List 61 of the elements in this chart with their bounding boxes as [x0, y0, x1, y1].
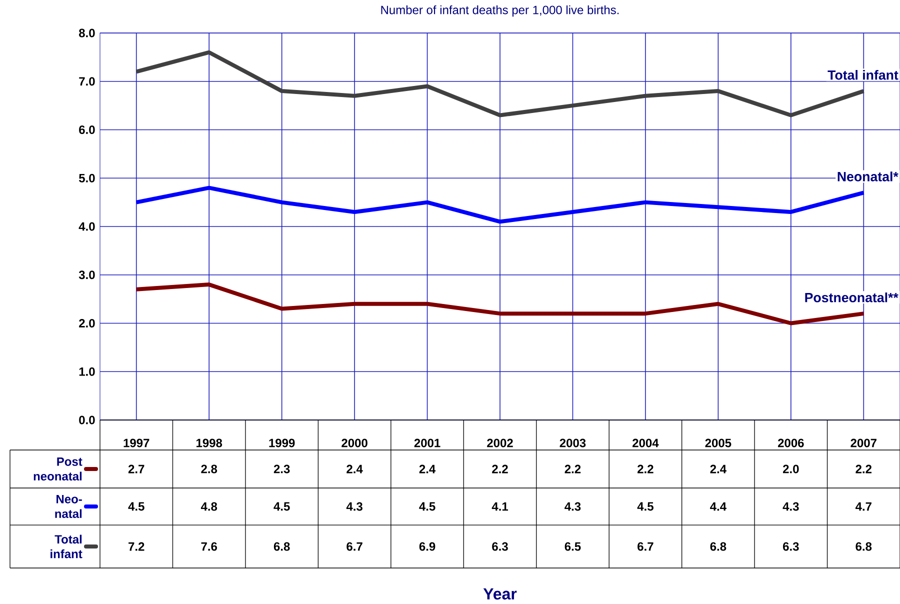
data-label: 6.9 [419, 542, 436, 551]
data-label: 4.5 [128, 502, 144, 511]
data-label: 4.8 [200, 502, 218, 511]
y-tick-label: 2.0 [79, 318, 95, 328]
series-label: Total infant [828, 70, 898, 80]
x-tick-label: 2007 [850, 438, 876, 448]
data-label: 2.4 [346, 464, 363, 474]
y-tick-label: 7.0 [79, 77, 95, 86]
data-label: 4.1 [492, 502, 508, 511]
x-tick-label: 2000 [342, 438, 368, 448]
data-label: 2.0 [782, 464, 799, 474]
data-label: 4.5 [637, 502, 654, 511]
series-label: Neonatal* [838, 172, 898, 182]
data-label: 2.2 [492, 464, 508, 474]
data-label: 2.4 [710, 464, 726, 474]
x-tick-label: 2005 [705, 438, 732, 448]
data-label: 4.7 [855, 502, 872, 511]
data-label: 6.7 [346, 542, 362, 551]
data-label: 4.3 [346, 502, 362, 511]
data-label: 6.5 [564, 542, 581, 551]
data-label: 6.3 [783, 542, 799, 551]
data-label: 2.4 [419, 464, 436, 474]
x-tick-label: 2004 [632, 438, 659, 448]
x-tick-label: 1997 [124, 438, 150, 448]
x-tick-label: 2002 [487, 438, 513, 448]
data-label: 2.8 [201, 464, 218, 474]
y-tick-label: 6.0 [79, 125, 95, 134]
data-label: 2.3 [274, 464, 290, 474]
y-tick-label: 8.0 [78, 28, 95, 38]
data-label: 6.8 [710, 542, 726, 551]
x-tick-label: 1998 [196, 438, 222, 448]
x-tick-label: 2003 [560, 438, 586, 448]
data-label: 2.2 [564, 464, 581, 474]
text: Neo- natal [55, 494, 82, 518]
data-label: 6.8 [856, 542, 872, 551]
text: Total infant [50, 534, 82, 558]
chart-title: Number of infant deaths per 1,000 live births. [381, 5, 619, 17]
data-label: 4.3 [782, 502, 799, 511]
data-label: 6.8 [274, 542, 290, 551]
series-label: Postneonatal** [805, 292, 898, 302]
data-label: 7.2 [128, 542, 144, 551]
y-tick-label: 4.0 [78, 222, 95, 231]
text: Year [483, 588, 517, 600]
data-label: 2.7 [128, 464, 144, 474]
y-tick-label: 1.0 [79, 367, 95, 376]
text: Post neonatal [34, 457, 82, 481]
data-label: 4.5 [419, 502, 436, 511]
data-label: 4.4 [710, 502, 726, 511]
y-tick-label: 3.0 [78, 270, 95, 280]
y-tick-label: 5.0 [78, 174, 95, 182]
data-label: 6.3 [492, 542, 508, 551]
y-tick-label: 0.0 [79, 416, 95, 424]
x-tick-label: 2006 [778, 438, 804, 448]
data-label: 4.5 [274, 502, 290, 511]
x-tick-label: 2001 [414, 438, 440, 448]
data-label: 2.2 [856, 464, 872, 474]
data-label: 2.2 [638, 464, 654, 474]
data-label: 4.3 [564, 502, 581, 511]
data-label: 6.7 [638, 542, 654, 551]
x-tick-label: 1999 [269, 438, 295, 448]
data-label: 7.6 [201, 542, 217, 551]
